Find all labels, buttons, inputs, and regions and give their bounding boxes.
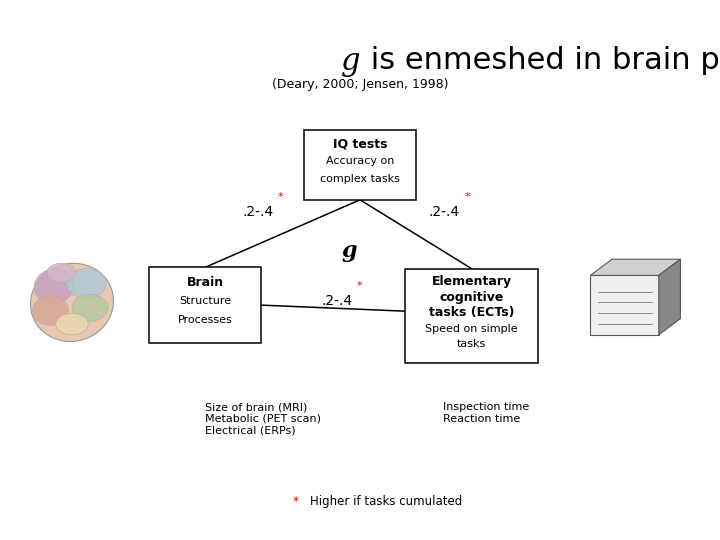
Text: Inspection time
Reaction time: Inspection time Reaction time xyxy=(443,402,529,424)
Text: is enmeshed in brain physiology: is enmeshed in brain physiology xyxy=(361,46,720,75)
Text: Structure: Structure xyxy=(179,296,231,306)
FancyBboxPatch shape xyxy=(304,130,416,200)
Text: Size of brain (MRI)
Metabolic (PET scan)
Electrical (ERPs): Size of brain (MRI) Metabolic (PET scan)… xyxy=(205,402,321,435)
Polygon shape xyxy=(659,259,680,335)
Text: *: * xyxy=(292,495,299,508)
Text: *: * xyxy=(357,281,363,291)
Text: Elementary: Elementary xyxy=(431,275,512,288)
Text: Higher if tasks cumulated: Higher if tasks cumulated xyxy=(310,495,462,508)
Text: (Deary, 2000; Jensen, 1998): (Deary, 2000; Jensen, 1998) xyxy=(271,78,449,91)
Text: cognitive: cognitive xyxy=(439,291,504,303)
Polygon shape xyxy=(590,275,659,335)
Polygon shape xyxy=(590,259,680,275)
Text: Processes: Processes xyxy=(178,315,233,325)
Text: Speed on simple: Speed on simple xyxy=(426,323,518,334)
Text: .2-.4: .2-.4 xyxy=(428,205,460,219)
Text: tasks (ECTs): tasks (ECTs) xyxy=(429,306,514,319)
Text: IQ tests: IQ tests xyxy=(333,137,387,150)
Ellipse shape xyxy=(47,263,76,282)
Ellipse shape xyxy=(72,294,108,321)
Ellipse shape xyxy=(34,269,74,303)
Text: complex tasks: complex tasks xyxy=(320,174,400,184)
FancyBboxPatch shape xyxy=(150,267,261,343)
FancyBboxPatch shape xyxy=(405,269,539,363)
Text: .2-.4: .2-.4 xyxy=(242,205,274,219)
Text: *: * xyxy=(464,192,470,202)
Ellipse shape xyxy=(32,296,68,325)
Text: tasks: tasks xyxy=(457,339,486,349)
Text: g: g xyxy=(341,46,360,77)
Text: .2-.4: .2-.4 xyxy=(321,294,353,308)
Text: Brain: Brain xyxy=(186,276,224,289)
Text: *: * xyxy=(278,192,284,202)
Text: g: g xyxy=(341,240,357,262)
Ellipse shape xyxy=(56,313,89,335)
Text: Accuracy on: Accuracy on xyxy=(326,156,394,166)
Ellipse shape xyxy=(30,264,114,341)
Ellipse shape xyxy=(66,268,107,299)
